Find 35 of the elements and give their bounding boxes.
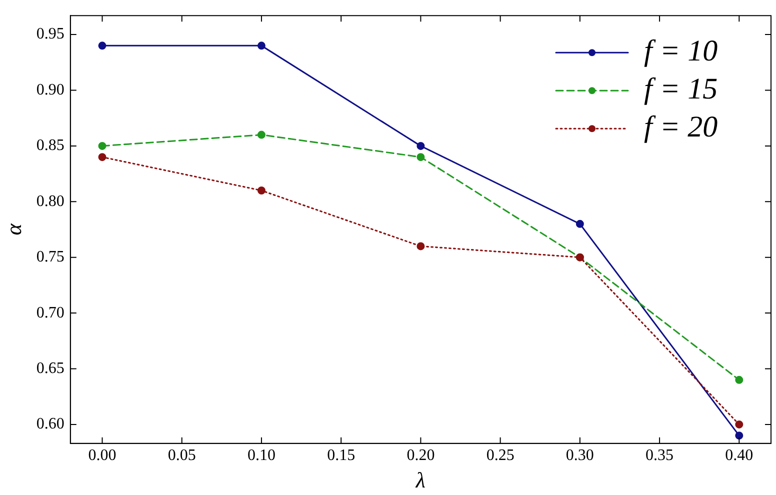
- y-tick-label: 0.60: [36, 416, 64, 433]
- x-tick-label: 0.15: [327, 447, 356, 464]
- legend-label: f = 10: [644, 34, 718, 68]
- y-tick-label: 0.75: [36, 248, 64, 266]
- point: [735, 420, 744, 428]
- x-tick-label: 0.20: [406, 447, 435, 464]
- x-tick-label: 0.40: [725, 447, 754, 464]
- y-tick-label: 0.85: [36, 137, 64, 154]
- x-axis-title: λ: [414, 468, 426, 493]
- y-axis-title: α: [0, 223, 26, 236]
- y-tick-label: 0.80: [36, 192, 64, 210]
- point: [257, 42, 266, 50]
- point: [416, 142, 425, 150]
- y-tick-label: 0.95: [36, 26, 64, 43]
- x-tick-label: 0.35: [646, 447, 674, 464]
- x-tick-label: 0.25: [486, 447, 514, 464]
- point: [416, 153, 425, 162]
- y-tick-label: 0.65: [36, 360, 64, 377]
- point: [416, 242, 425, 250]
- point: [735, 376, 744, 384]
- legend-label: f = 20: [644, 110, 718, 144]
- point: [257, 186, 266, 195]
- x-tick-label: 0.10: [247, 447, 276, 464]
- legend-label: f = 15: [644, 72, 718, 106]
- point: [98, 42, 106, 50]
- x-tick-label: 0.00: [88, 447, 116, 464]
- point: [735, 432, 744, 440]
- point: [98, 142, 106, 150]
- y-tick-label: 0.90: [36, 81, 64, 98]
- point: [257, 130, 266, 139]
- point: [576, 220, 584, 228]
- point: [98, 153, 106, 162]
- x-tick-label: 0.05: [168, 447, 196, 464]
- y-tick-label: 0.70: [36, 304, 64, 322]
- x-tick-label: 0.30: [566, 447, 594, 464]
